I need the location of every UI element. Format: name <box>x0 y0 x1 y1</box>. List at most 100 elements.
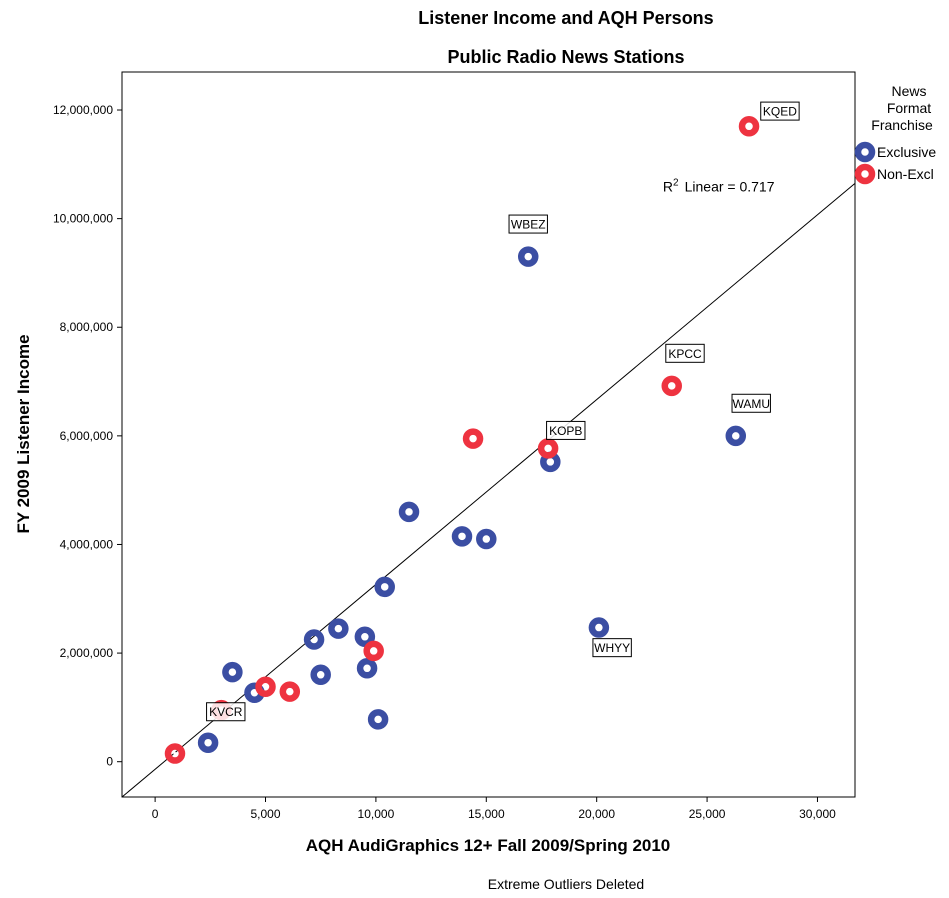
data-point-center <box>252 691 257 695</box>
station-label-text: WAMU <box>732 397 770 411</box>
data-point-non-excl <box>164 743 186 764</box>
data-point-ring <box>328 618 349 639</box>
y-tick-label: 10,000,000 <box>53 212 113 226</box>
data-point-non-excl <box>462 428 484 449</box>
data-point-center <box>484 537 488 541</box>
data-point-exclusive <box>354 626 376 648</box>
data-point-non-excl <box>661 375 682 397</box>
y-tick-label: 8,000,000 <box>60 320 114 334</box>
data-point-exclusive <box>398 501 420 523</box>
y-axis: 0 2,000,000 4,000,000 6,000,000 8,000,000 10,… <box>53 103 122 769</box>
station-label-text: KPCC <box>668 347 702 361</box>
station-label: KOPB <box>546 420 586 440</box>
data-point-exclusive <box>222 661 243 683</box>
data-point-exclusive <box>374 576 395 598</box>
data-point-center <box>312 637 316 642</box>
data-point-center <box>376 717 380 721</box>
legend-marker-center <box>863 150 867 154</box>
station-label: KQED <box>760 101 800 121</box>
y-tick-label: 6,000,000 <box>60 429 114 443</box>
data-point-exclusive <box>588 617 610 638</box>
station-label-text: WBEZ <box>511 218 546 232</box>
data-point-center <box>288 690 292 694</box>
data-point-exclusive <box>725 425 747 447</box>
x-tick-label: 30,000 <box>799 807 836 821</box>
data-point-ring <box>255 676 276 698</box>
legend-title-line-2: Format <box>887 100 931 116</box>
data-point-ring <box>476 528 497 550</box>
legend-marker <box>854 141 876 163</box>
data-points <box>164 116 760 764</box>
station-label-box <box>546 420 586 440</box>
data-point-exclusive <box>451 526 473 547</box>
data-point-non-excl <box>255 676 276 698</box>
x-axis-title: AQH AudiGraphics 12+ Fall 2009/Spring 20… <box>306 836 671 855</box>
data-point-center <box>734 434 738 438</box>
data-point-exclusive <box>310 664 331 686</box>
data-point-ring <box>588 617 610 638</box>
data-point-center <box>363 635 367 639</box>
data-point-ring <box>451 526 473 547</box>
y-tick-label: 4,000,000 <box>60 537 114 551</box>
station-label-text: WHYY <box>594 641 630 655</box>
data-point-center <box>407 510 411 514</box>
data-point-exclusive <box>197 732 219 753</box>
data-point-ring <box>279 681 301 702</box>
station-label: WBEZ <box>508 214 548 234</box>
data-point-center <box>460 534 464 538</box>
y-tick-label: 0 <box>106 755 113 769</box>
data-point-non-excl <box>279 681 301 702</box>
data-point-exclusive <box>303 629 325 650</box>
data-point-center <box>747 124 751 128</box>
data-point-center <box>670 384 674 388</box>
chart-title: Listener Income and AQH Persons <box>418 8 713 28</box>
data-point-ring <box>398 501 420 523</box>
station-label-box <box>731 393 771 413</box>
station-label-box <box>665 343 705 363</box>
legend-entry: Exclusive <box>854 141 936 163</box>
data-point-exclusive <box>367 709 389 730</box>
data-point-ring <box>537 438 559 459</box>
data-point-center <box>383 585 387 589</box>
r-squared-label: R2 Linear = 0.717 <box>663 177 775 194</box>
y-tick-label: 12,000,000 <box>53 103 113 117</box>
legend-label: Exclusive <box>877 144 936 160</box>
data-point-center <box>206 741 210 745</box>
data-point-non-excl <box>363 640 384 662</box>
data-point-ring <box>303 629 325 650</box>
station-label: WHYY <box>592 638 632 658</box>
chart-subtitle: Public Radio News Stations <box>447 47 684 67</box>
legend-marker-center <box>863 172 867 176</box>
data-point-center <box>230 670 234 674</box>
x-tick-label: 15,000 <box>468 807 505 821</box>
station-label-box <box>592 638 632 658</box>
data-point-center <box>597 625 601 630</box>
station-label-box <box>508 214 548 234</box>
x-tick-label: 5,000 <box>250 807 280 821</box>
data-point-ring <box>222 661 243 683</box>
x-axis: 0 5,000 10,000 15,000 20,000 25,000 30,000 <box>152 797 836 821</box>
data-point-ring <box>462 428 484 449</box>
y-axis-title: FY 2009 Listener Income <box>14 334 33 533</box>
legend-marker <box>854 163 876 185</box>
legend-title-line-1: News <box>891 83 926 99</box>
data-point-center <box>471 436 475 441</box>
linear-fit-line <box>121 182 856 798</box>
legend-label: Non-Excl <box>877 166 934 182</box>
data-point-center <box>319 673 323 677</box>
data-point-ring <box>367 709 389 730</box>
data-point-center <box>263 685 268 689</box>
data-point-exclusive <box>517 246 539 267</box>
station-label-box <box>206 702 246 722</box>
data-point-ring <box>363 640 384 662</box>
station-label-text: KQED <box>763 105 797 119</box>
x-tick-label: 25,000 <box>689 807 726 821</box>
data-point-ring <box>356 658 378 679</box>
data-point-center <box>526 255 530 259</box>
data-point-non-excl <box>738 116 760 137</box>
data-point-ring <box>164 743 186 764</box>
data-point-ring <box>517 246 539 267</box>
footnote: Extreme Outliers Deleted <box>488 876 644 892</box>
